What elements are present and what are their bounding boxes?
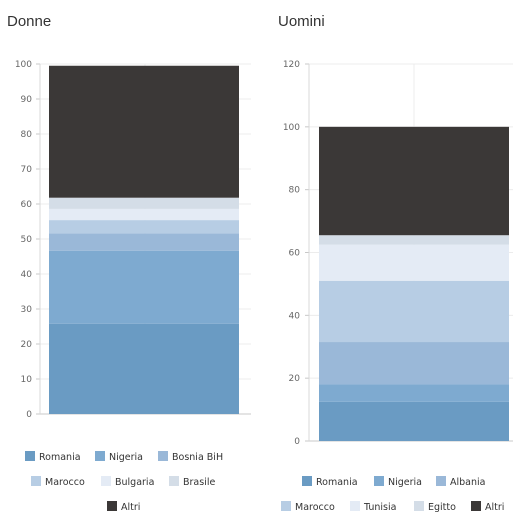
y-tick-label: 0 — [294, 437, 300, 447]
legend-label-marocco: Marocco — [45, 477, 85, 488]
y-tick-label: 100 — [283, 123, 300, 133]
bar-segment-egitto — [319, 235, 509, 245]
bar-segment-marocco — [319, 280, 509, 343]
y-tick-label: 40 — [289, 311, 301, 321]
legend-label-egitto: Egitto — [428, 502, 456, 513]
bar-segment-romania — [49, 323, 239, 414]
bar-segment-brasile — [49, 197, 239, 209]
y-tick-label: 80 — [289, 186, 301, 196]
legend-label-brasile: Brasile — [183, 477, 215, 488]
legend-swatch-nigeria — [374, 476, 384, 486]
legend-swatch-albania — [436, 476, 446, 486]
legend-label-albania: Albania — [450, 477, 485, 488]
bar-segment-nigeria — [49, 250, 239, 324]
legend-swatch-romania — [25, 451, 35, 461]
legend-swatch-altri — [107, 501, 117, 511]
y-tick-label: 0 — [26, 410, 32, 420]
y-tick-label: 80 — [21, 130, 33, 140]
bar-segment-bulgaria — [49, 208, 239, 221]
bar-segment-romania — [319, 401, 509, 441]
bar-segment-altri — [49, 65, 239, 198]
y-tick-label: 70 — [21, 165, 33, 175]
bar-segment-albania — [319, 342, 509, 385]
legend-label-bulgaria: Bulgaria — [115, 477, 154, 488]
legend-swatch-marocco — [31, 476, 41, 486]
legend-label-altri: Altri — [121, 502, 140, 513]
y-tick-label: 100 — [15, 60, 32, 70]
legend-swatch-nigeria — [95, 451, 105, 461]
y-tick-label: 90 — [21, 95, 33, 105]
bar-segment-marocco — [49, 220, 239, 234]
legend-swatch-altri — [471, 501, 481, 511]
bar-segment-bosnia-bih — [49, 233, 239, 251]
legend-label-tunisia: Tunisia — [363, 502, 396, 513]
y-tick-label: 10 — [21, 375, 33, 385]
legend-label-romania: Romania — [39, 452, 81, 463]
chart-title-donne: Donne — [7, 13, 52, 30]
bar-segment-altri — [319, 126, 509, 236]
y-tick-label: 30 — [21, 305, 33, 315]
legend-swatch-romania — [302, 476, 312, 486]
bar-segment-tunisia — [319, 244, 509, 281]
legend-label-altri: Altri — [485, 502, 504, 513]
legend-swatch-brasile — [169, 476, 179, 486]
y-tick-label: 60 — [289, 249, 301, 259]
legend-label-bosnia-bih: Bosnia BiH — [172, 452, 223, 463]
legend-swatch-bosnia-bih — [158, 451, 168, 461]
legend-label-romania: Romania — [316, 477, 358, 488]
legend-label-nigeria: Nigeria — [388, 477, 422, 488]
y-tick-label: 20 — [21, 340, 33, 350]
y-tick-label: 20 — [289, 374, 301, 384]
y-tick-label: 60 — [21, 200, 33, 210]
legend-swatch-marocco — [281, 501, 291, 511]
bar-segment-nigeria — [319, 384, 509, 402]
legend-label-nigeria: Nigeria — [109, 452, 143, 463]
legend-swatch-tunisia — [350, 501, 360, 511]
legend-label-marocco: Marocco — [295, 502, 335, 513]
y-tick-label: 120 — [283, 60, 300, 70]
legend-swatch-bulgaria — [101, 476, 111, 486]
y-tick-label: 40 — [21, 270, 33, 280]
chart-title-uomini: Uomini — [278, 13, 325, 30]
y-tick-label: 50 — [21, 235, 33, 245]
legend-swatch-egitto — [414, 501, 424, 511]
